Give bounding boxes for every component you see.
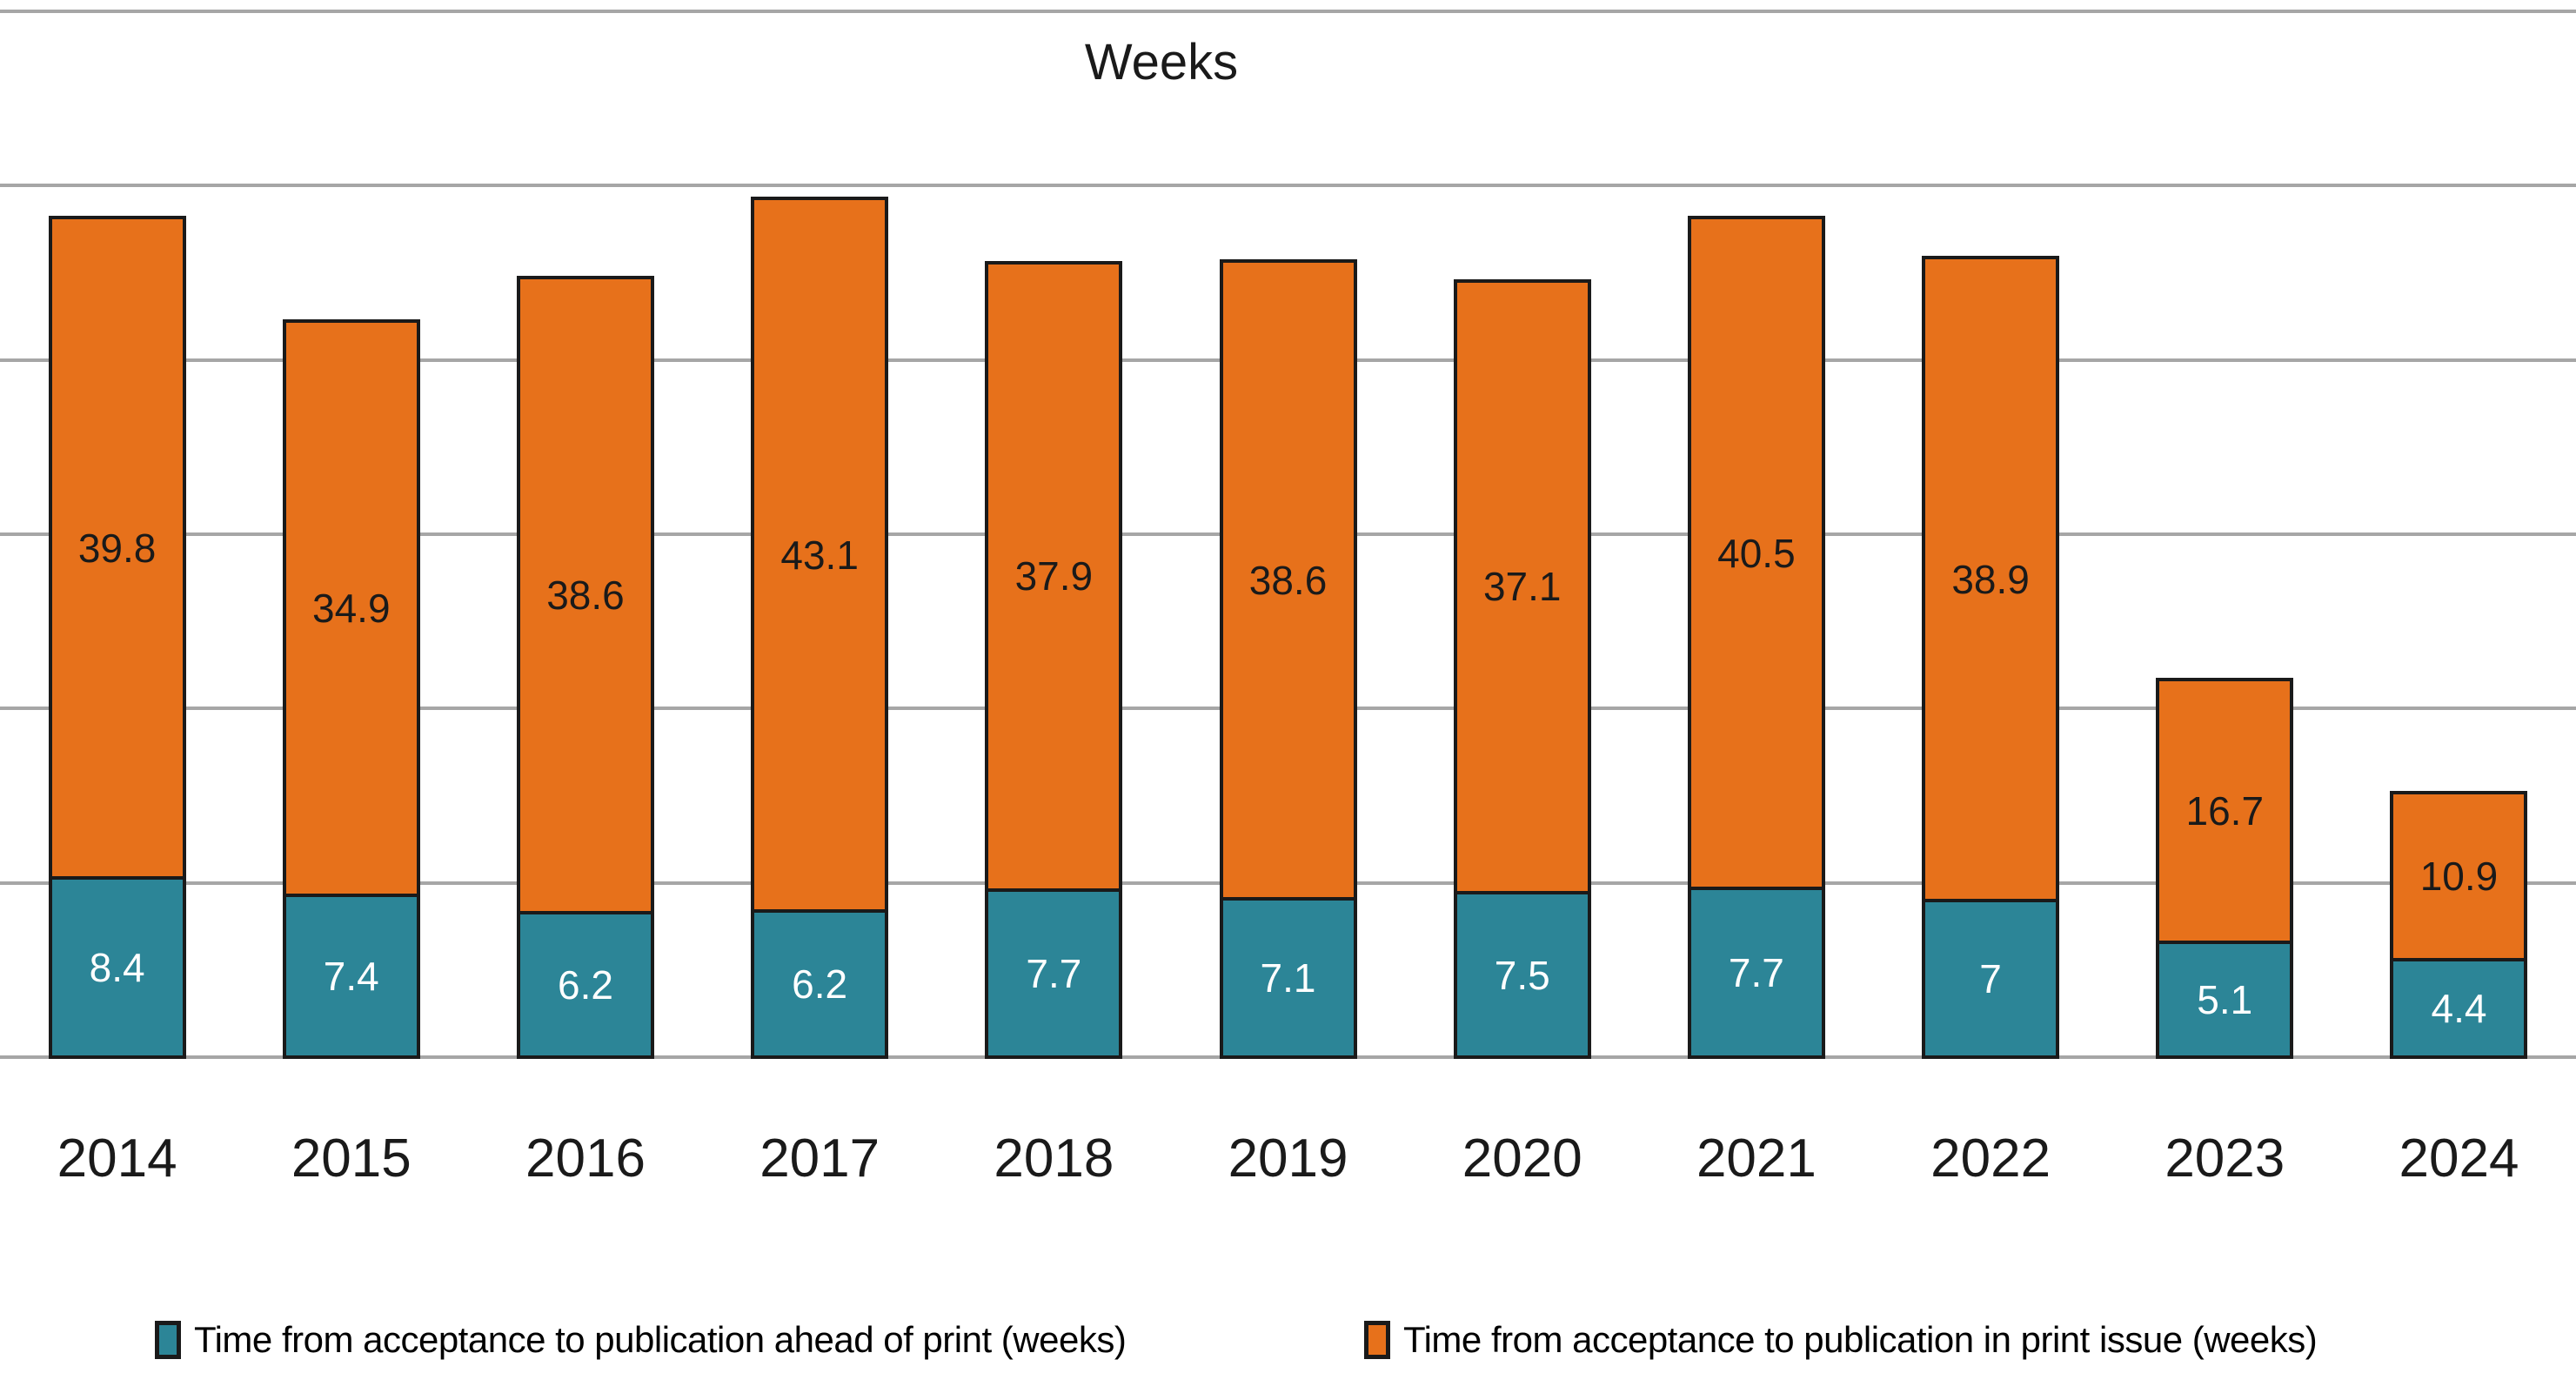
bar-value-label: 10.9 <box>2419 854 2499 900</box>
bar-2024: 10.9 4.4 <box>2390 791 2528 1059</box>
bar-value-label: 4.4 <box>2431 986 2487 1032</box>
gridline <box>0 10 2576 13</box>
legend-label: Time from acceptance to publication ahea… <box>194 1319 1127 1360</box>
x-axis-label-2014: 2014 <box>57 1129 177 1189</box>
bar-segment-print-issue: 38.6 <box>1219 259 1357 897</box>
x-axis-label-2020: 2020 <box>1462 1129 1582 1189</box>
bar-value-label: 5.1 <box>2197 976 2253 1022</box>
bar-segment-ahead-of-print: 7.7 <box>1687 887 1825 1059</box>
bar-value-label: 6.2 <box>792 961 848 1008</box>
bar-column-2014: 39.8 8.4 <box>0 10 234 1059</box>
plot-area: 39.8 8.4 34.9 7.4 38.6 6.2 43.1 6.2 37.9 7.7 38.6 7… <box>0 10 2576 1059</box>
bar-column-2017: 43.1 6.2 <box>703 10 937 1059</box>
bar-value-label: 37.9 <box>1014 553 1094 599</box>
legend-label: Time from acceptance to publication in p… <box>1403 1319 2318 1360</box>
bar-column-2022: 38.9 7 <box>1874 10 2108 1059</box>
x-axis-label-2021: 2021 <box>1696 1129 1817 1189</box>
x-axis-label-2019: 2019 <box>1228 1129 1348 1189</box>
legend-item-print-issue: Time from acceptance to publication in p… <box>1364 1312 2318 1368</box>
bar-2014: 39.8 8.4 <box>48 216 186 1059</box>
bar-value-label: 7 <box>1979 955 2002 1001</box>
x-axis-label-2024: 2024 <box>2399 1129 2519 1189</box>
bar-value-label: 38.9 <box>1951 556 2030 602</box>
bar-value-label: 7.7 <box>1728 950 1784 996</box>
bar-segment-ahead-of-print: 4.4 <box>2390 958 2528 1059</box>
bar-value-label: 6.2 <box>557 961 613 1008</box>
bar-segment-print-issue: 16.7 <box>2156 677 2294 941</box>
bar-value-label: 16.7 <box>2185 787 2265 834</box>
bar-2023: 16.7 5.1 <box>2156 677 2294 1059</box>
bar-segment-ahead-of-print: 5.1 <box>2156 940 2294 1059</box>
chart-title: Weeks <box>1084 34 1239 90</box>
bar-segment-print-issue: 37.1 <box>1453 278 1591 892</box>
bar-segment-print-issue: 39.8 <box>48 216 186 877</box>
bar-value-label: 7.7 <box>1026 950 1082 996</box>
x-axis-label-2018: 2018 <box>994 1129 1114 1189</box>
bar-value-label: 8.4 <box>89 945 145 991</box>
x-axis-label-2015: 2015 <box>291 1129 411 1189</box>
bar-segment-print-issue: 38.6 <box>516 275 654 911</box>
bar-2021: 40.5 7.7 <box>1687 216 1825 1059</box>
bar-segment-ahead-of-print: 7.5 <box>1453 891 1591 1059</box>
bars-container: 39.8 8.4 34.9 7.4 38.6 6.2 43.1 6.2 37.9 7.7 38.6 7… <box>0 10 2576 1059</box>
bar-2018: 37.9 7.7 <box>985 261 1123 1059</box>
bar-value-label: 38.6 <box>1248 557 1328 603</box>
x-axis-label-2016: 2016 <box>525 1129 646 1189</box>
bar-2022: 38.9 7 <box>1922 256 2060 1059</box>
bar-2015: 34.9 7.4 <box>282 318 420 1059</box>
bar-column-2018: 37.9 7.7 <box>937 10 1171 1059</box>
bar-segment-ahead-of-print: 8.4 <box>48 876 186 1059</box>
bar-value-label: 40.5 <box>1717 530 1796 576</box>
bar-column-2015: 34.9 7.4 <box>234 10 468 1059</box>
bar-value-label: 43.1 <box>780 532 859 578</box>
bar-segment-print-issue: 38.9 <box>1922 256 2060 899</box>
x-axis-label-2022: 2022 <box>1930 1129 2051 1189</box>
bar-column-2024: 10.9 4.4 <box>2342 10 2576 1059</box>
gridline <box>0 184 2576 188</box>
bar-column-2023: 16.7 5.1 <box>2108 10 2342 1059</box>
bar-column-2016: 38.6 6.2 <box>468 10 702 1059</box>
bar-2019: 38.6 7.1 <box>1219 259 1357 1059</box>
legend-item-ahead-of-print: Time from acceptance to publication ahea… <box>155 1312 1127 1368</box>
bar-segment-print-issue: 37.9 <box>985 261 1123 888</box>
bar-value-label: 39.8 <box>77 525 157 571</box>
bar-2016: 38.6 6.2 <box>516 275 654 1059</box>
bar-segment-ahead-of-print: 7.4 <box>282 894 420 1059</box>
bar-2020: 37.1 7.5 <box>1453 278 1591 1059</box>
bar-segment-ahead-of-print: 7.1 <box>1219 896 1357 1059</box>
bar-segment-ahead-of-print: 6.2 <box>516 910 654 1059</box>
bar-value-label: 7.4 <box>323 954 379 1000</box>
bar-segment-print-issue: 34.9 <box>282 318 420 894</box>
bar-column-2020: 37.1 7.5 <box>1405 10 1639 1059</box>
bar-value-label: 7.5 <box>1494 952 1550 998</box>
bar-value-label: 34.9 <box>312 586 391 632</box>
bar-column-2021: 40.5 7.7 <box>1639 10 1873 1059</box>
x-axis-label-2023: 2023 <box>2165 1129 2285 1189</box>
x-axis-labels: 2014 2015 2016 2017 2018 2019 2020 2021 2022 2023… <box>0 1124 2576 1194</box>
bar-segment-ahead-of-print: 7.7 <box>985 887 1123 1059</box>
x-axis-label-2017: 2017 <box>759 1129 880 1189</box>
bar-value-label: 38.6 <box>546 572 625 618</box>
bar-column-2019: 38.6 7.1 <box>1171 10 1405 1059</box>
bar-value-label: 37.1 <box>1482 564 1562 610</box>
bar-value-label: 7.1 <box>1260 954 1316 1001</box>
legend-swatch-teal <box>155 1321 181 1359</box>
bar-segment-ahead-of-print: 6.2 <box>751 909 889 1059</box>
legend-swatch-orange <box>1364 1321 1390 1359</box>
bar-segment-print-issue: 43.1 <box>751 197 889 910</box>
bar-2017: 43.1 6.2 <box>751 197 889 1059</box>
bar-segment-ahead-of-print: 7 <box>1922 898 2060 1059</box>
bar-segment-print-issue: 40.5 <box>1687 216 1825 887</box>
bar-segment-print-issue: 10.9 <box>2390 791 2528 959</box>
